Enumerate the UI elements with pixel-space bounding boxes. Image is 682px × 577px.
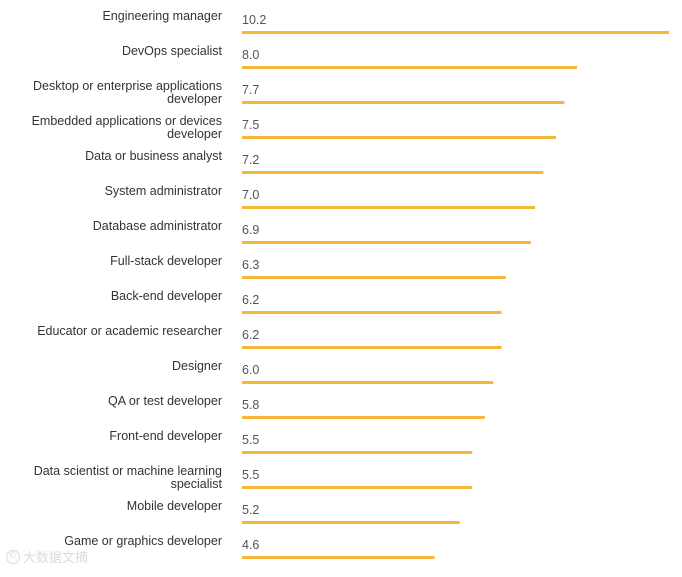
bar bbox=[242, 346, 502, 349]
category-label: Back-end developer bbox=[111, 289, 222, 303]
category-label-line: Back-end developer bbox=[111, 289, 222, 303]
value-label: 7.0 bbox=[242, 188, 259, 202]
value-label: 8.0 bbox=[242, 48, 259, 62]
value-label: 4.6 bbox=[242, 538, 259, 552]
category-label: Data scientist or machine learning specia… bbox=[34, 464, 223, 491]
value-label: 5.5 bbox=[242, 433, 259, 447]
value-label: 7.2 bbox=[242, 153, 259, 167]
value-label: 7.7 bbox=[242, 83, 259, 97]
bar bbox=[242, 241, 531, 244]
category-label: Engineering manager bbox=[102, 9, 222, 23]
bar bbox=[242, 451, 473, 454]
category-label-line: System administrator bbox=[105, 184, 222, 198]
category-label: Educator or academic researcher bbox=[37, 324, 222, 338]
category-label-line: Mobile developer bbox=[127, 499, 222, 513]
value-label: 6.9 bbox=[242, 223, 259, 237]
category-label: Desktop or enterprise applications develo… bbox=[33, 79, 222, 106]
bar bbox=[242, 171, 544, 174]
category-label-line: Data or business analyst bbox=[85, 149, 222, 163]
category-label-line: Educator or academic researcher bbox=[37, 324, 222, 338]
category-label: Designer bbox=[172, 359, 222, 373]
category-label: Game or graphics developer bbox=[64, 534, 222, 548]
value-label: 6.3 bbox=[242, 258, 259, 272]
bar bbox=[242, 101, 565, 104]
category-label: DevOps specialist bbox=[122, 44, 223, 58]
value-label: 5.2 bbox=[242, 503, 259, 517]
value-label: 6.2 bbox=[242, 293, 259, 307]
category-label: Full-stack developer bbox=[110, 254, 222, 268]
value-label: 10.2 bbox=[242, 13, 266, 27]
bar bbox=[242, 416, 485, 419]
category-label: Database administrator bbox=[93, 219, 222, 233]
category-label-line: DevOps specialist bbox=[122, 44, 223, 58]
category-label: Embedded applications or devices develope… bbox=[32, 114, 222, 141]
value-label: 6.0 bbox=[242, 363, 259, 377]
bar bbox=[242, 381, 494, 384]
value-label: 5.5 bbox=[242, 468, 259, 482]
bar bbox=[242, 556, 435, 559]
bar bbox=[242, 206, 536, 209]
bar bbox=[242, 521, 460, 524]
category-label-line: QA or test developer bbox=[108, 394, 222, 408]
category-label: Front-end developer bbox=[109, 429, 222, 443]
category-label-line: Full-stack developer bbox=[110, 254, 222, 268]
category-label-line: Engineering manager bbox=[102, 9, 222, 23]
category-label-line: developer bbox=[167, 127, 222, 141]
bar bbox=[242, 31, 669, 34]
category-label-line: specialist bbox=[171, 477, 223, 491]
category-label: QA or test developer bbox=[108, 394, 222, 408]
category-label-line: Front-end developer bbox=[109, 429, 222, 443]
category-label-line: Game or graphics developer bbox=[64, 534, 222, 548]
value-label: 6.2 bbox=[242, 328, 259, 342]
category-label: Data or business analyst bbox=[85, 149, 222, 163]
category-label: Mobile developer bbox=[127, 499, 222, 513]
category-label: System administrator bbox=[105, 184, 222, 198]
bar bbox=[242, 276, 506, 279]
category-label-line: Desktop or enterprise applications bbox=[33, 79, 222, 93]
value-label: 7.5 bbox=[242, 118, 259, 132]
value-label: 5.8 bbox=[242, 398, 259, 412]
bar bbox=[242, 311, 502, 314]
category-label-line: Designer bbox=[172, 359, 222, 373]
bar bbox=[242, 66, 577, 69]
category-label-line: developer bbox=[167, 92, 222, 106]
category-label-line: Data scientist or machine learning bbox=[34, 464, 222, 478]
category-label-line: Embedded applications or devices bbox=[32, 114, 222, 128]
bar bbox=[242, 486, 473, 489]
bar bbox=[242, 136, 556, 139]
category-label-line: Database administrator bbox=[93, 219, 222, 233]
